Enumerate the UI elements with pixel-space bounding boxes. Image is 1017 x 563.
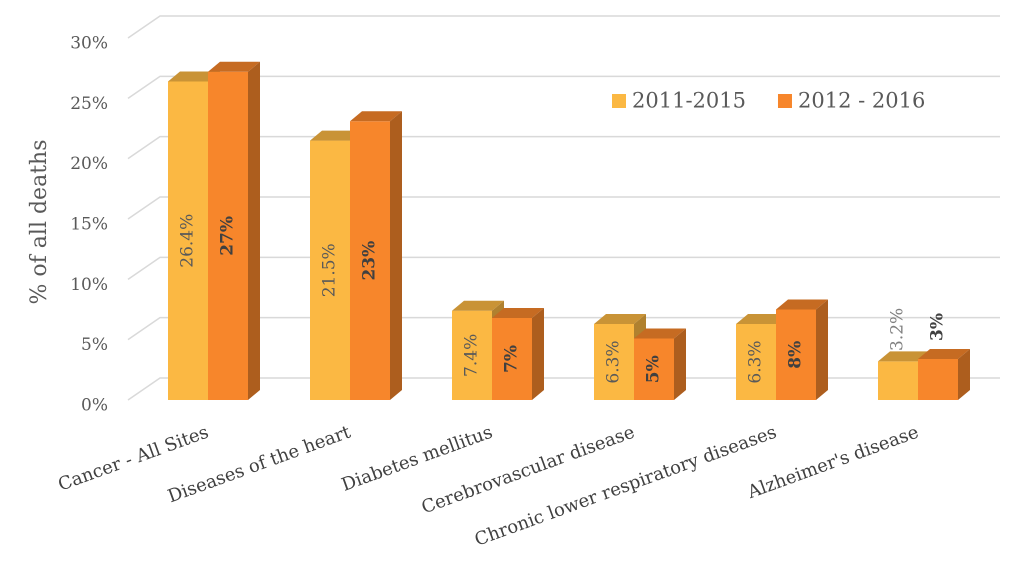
bar-side — [958, 348, 970, 400]
bar-top — [492, 307, 544, 318]
data-label: 8% — [786, 341, 806, 369]
bar-side — [816, 299, 828, 400]
legend-swatch — [777, 94, 792, 108]
y-tick-label: 10% — [70, 275, 108, 295]
bar-top — [310, 130, 362, 141]
bar-top — [594, 313, 646, 324]
y-tick-label: 0% — [81, 396, 108, 416]
bar-top — [208, 61, 260, 72]
grid-line — [127, 256, 1000, 280]
bar-front — [776, 309, 816, 400]
y-tick-label: 30% — [70, 34, 108, 54]
legend-label: 2012 - 2016 — [798, 89, 925, 113]
bar-front — [208, 71, 248, 400]
bar — [350, 111, 402, 400]
bar-top — [736, 313, 788, 324]
y-tick-label: 25% — [70, 94, 108, 114]
bar-top — [878, 351, 930, 362]
bar-side — [390, 111, 402, 400]
bar-front — [736, 323, 776, 400]
bar-top — [634, 328, 686, 339]
bar-front — [168, 81, 208, 400]
data-label: 7% — [502, 345, 522, 373]
bar-side — [674, 328, 686, 400]
y-tick-label: 5% — [81, 335, 108, 355]
bar-top — [452, 300, 504, 311]
bar-side — [532, 307, 544, 400]
bar-front — [492, 317, 532, 400]
data-label: 23% — [360, 241, 380, 281]
grid-line — [127, 135, 1000, 160]
legend-swatch — [612, 94, 626, 108]
data-label: 7.4% — [462, 334, 482, 377]
grid-line — [127, 75, 1000, 99]
bar-top — [918, 348, 970, 359]
data-label: 5% — [644, 355, 664, 383]
y-axis-title: % of all deaths — [27, 140, 52, 305]
bar — [634, 328, 686, 400]
data-label: 6.3% — [604, 340, 624, 383]
grid-line — [127, 377, 1000, 401]
grid-line — [127, 316, 1000, 341]
bar — [776, 299, 828, 400]
bar-side — [248, 61, 260, 400]
bar-top — [776, 299, 828, 310]
data-label: 3.2% — [888, 308, 908, 351]
bar — [208, 61, 260, 400]
bar-front — [452, 310, 492, 400]
grid-line — [127, 15, 1000, 39]
legend-label: 2011-2015 — [632, 89, 746, 113]
bar-front — [634, 338, 674, 400]
bar-front — [918, 358, 958, 400]
bar — [918, 348, 970, 400]
y-tick-label: 15% — [70, 215, 108, 235]
grid-line — [127, 196, 1000, 220]
data-label: 21.5% — [320, 243, 340, 297]
data-label: 6.3% — [746, 340, 766, 383]
bar-front — [310, 140, 350, 401]
bar-top — [168, 71, 220, 82]
data-label: 26.4% — [178, 214, 198, 268]
bar-front — [350, 121, 390, 400]
bar-front — [878, 361, 918, 400]
bar — [492, 307, 544, 400]
data-label: 3% — [928, 313, 948, 341]
bar-front — [594, 323, 634, 400]
y-tick-label: 20% — [70, 154, 108, 174]
data-label: 27% — [218, 216, 238, 256]
bar-top — [350, 111, 402, 122]
